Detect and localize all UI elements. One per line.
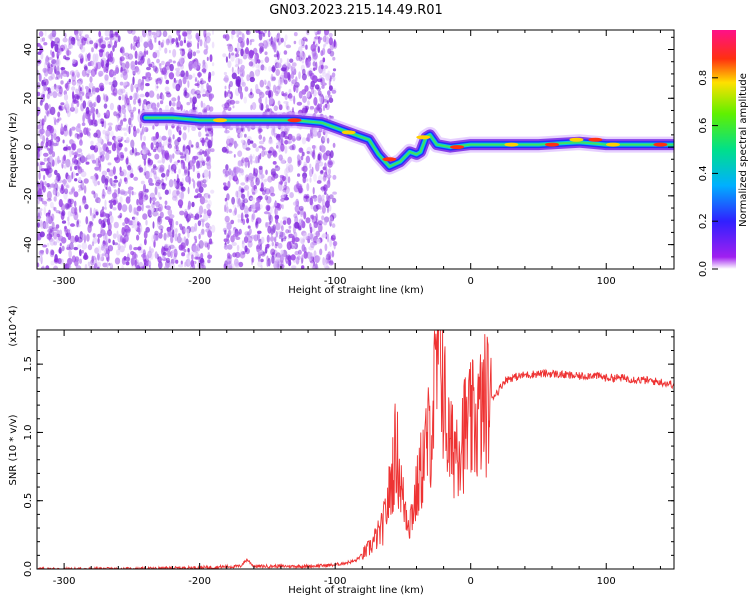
noise-speckle — [37, 30, 338, 269]
hot-spot — [382, 157, 397, 162]
colorbar-tick-label: 0.2 — [698, 213, 709, 229]
hot-spot — [588, 137, 603, 142]
snr-y-tick-label: 1.5 — [23, 356, 34, 372]
snr-panel: -300 -200 -100 0 100 0.0 0.5 1.0 1.5 Height of s… — [8, 305, 675, 596]
signal-ridge — [137, 109, 674, 175]
spectrogram-x-tick-label: -200 — [188, 276, 211, 287]
spectrogram-x-label: Height of straight line (km) — [288, 285, 424, 296]
snr-x-tick-label: -300 — [53, 576, 76, 587]
spectrogram-x-tick-label: 100 — [597, 276, 616, 287]
colorbar-tick-label: 0.8 — [698, 70, 709, 86]
colorbar-tick-label: 0.0 — [698, 261, 709, 277]
hot-spot — [213, 118, 227, 123]
snr-frame — [36, 329, 675, 570]
hot-spot — [416, 135, 431, 140]
hot-spot — [341, 130, 356, 135]
hot-spot — [653, 142, 668, 147]
colorbar-tick-label: 0.4 — [698, 165, 709, 181]
snr-y-tick-label: 1.0 — [23, 424, 34, 440]
spectrogram-x-tick-label: -300 — [53, 276, 76, 287]
spectrogram-y-tick-label: -20 — [23, 188, 34, 204]
hot-spot — [569, 137, 584, 142]
snr-y-label: SNR (10 * v/v) — [8, 414, 19, 485]
spectrogram-plot-area — [37, 30, 674, 269]
spectrogram-y-tick-label: 0 — [23, 144, 34, 150]
snr-multiplier: (x10^4) — [8, 305, 19, 346]
hot-spot — [450, 145, 465, 150]
spectrogram-y-tick-label: 40 — [23, 43, 34, 56]
hot-spot — [606, 142, 620, 147]
snr-line — [37, 330, 674, 569]
figure-title: GN03.2023.215.14.49.R01 — [269, 3, 443, 18]
spectrogram-y-label: Frequency (Hz) — [8, 112, 19, 188]
colorbar-label: Normalized spectral amplitude — [738, 73, 749, 227]
spectrogram-frame — [36, 29, 675, 270]
hot-spot — [287, 118, 302, 123]
spectrogram-y-tick-label: -40 — [23, 236, 34, 252]
snr-x-tick-label: 0 — [468, 576, 474, 587]
snr-y-tick-label: 0.0 — [23, 561, 34, 577]
colorbar-tick-label: 0.6 — [698, 118, 709, 134]
snr-y-tick-label: 0.5 — [23, 493, 34, 509]
spectrogram-y-tick-label: 20 — [23, 92, 34, 105]
hot-spot — [545, 142, 559, 147]
snr-x-tick-label: -100 — [324, 576, 347, 587]
spectrogram-x-tick-label: 0 — [468, 276, 474, 287]
snr-x-label: Height of straight line (km) — [288, 585, 424, 596]
colorbar-ticks: 0.0 0.2 0.4 0.6 0.8 — [698, 70, 718, 277]
snr-x-tick-label: 100 — [597, 576, 616, 587]
spectrogram-x-tick-label: -100 — [324, 276, 347, 287]
snr-axes: -300 -200 -100 0 100 0.0 0.5 1.0 1.5 — [23, 330, 674, 587]
snr-x-tick-label: -200 — [188, 576, 211, 587]
colorbar-gradient — [712, 30, 736, 269]
snr-plot-area — [37, 330, 674, 569]
colorbar: 0.0 0.2 0.4 0.6 0.8 Normalized spectral ampl… — [698, 30, 749, 277]
hot-spot — [504, 142, 519, 147]
